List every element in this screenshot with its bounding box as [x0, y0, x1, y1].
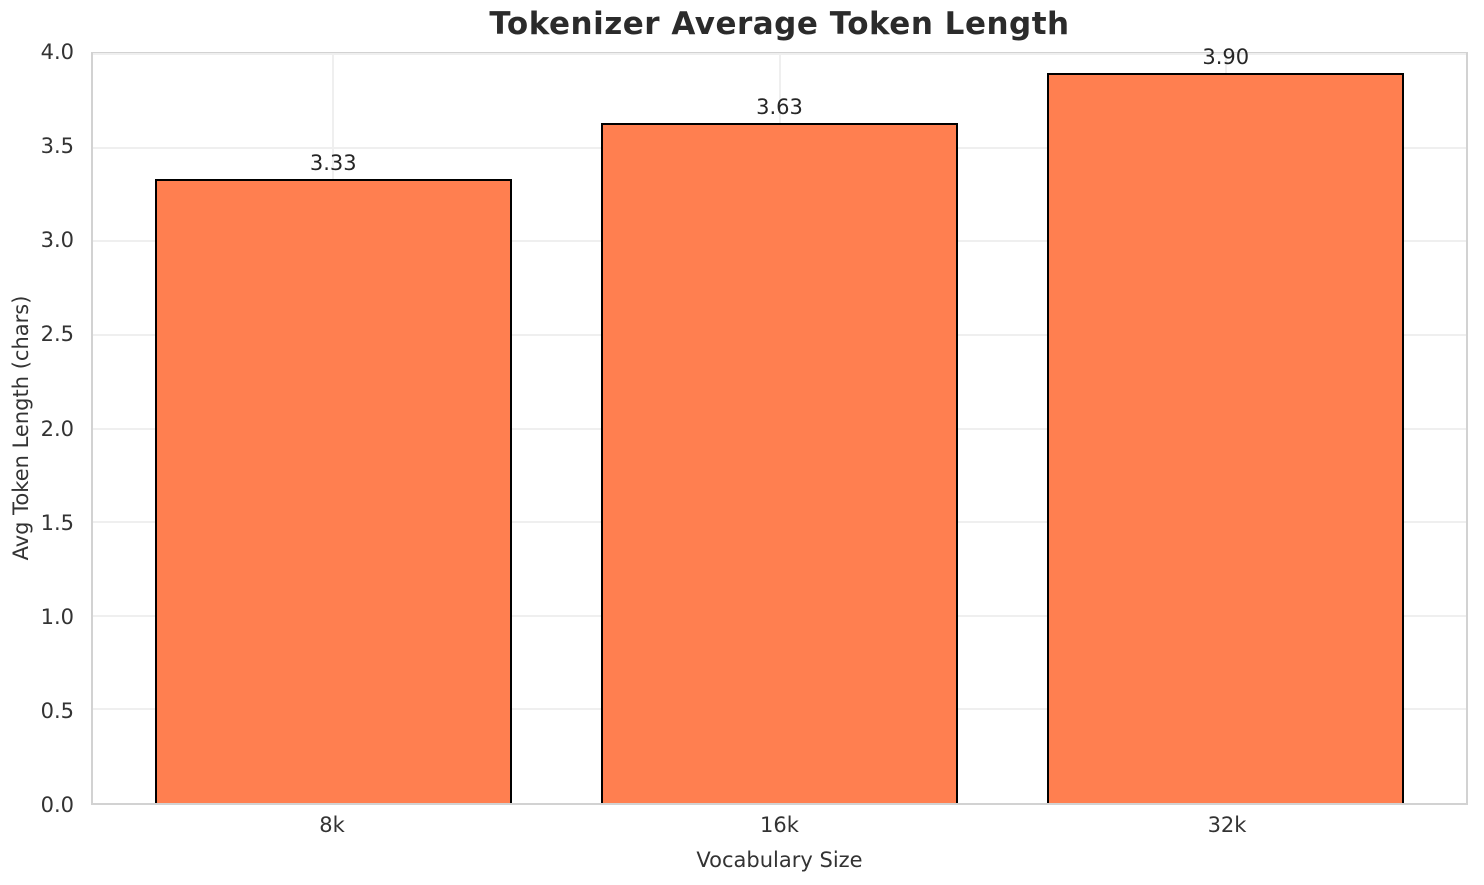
y-tick-label: 1.0 [40, 604, 74, 629]
bar-16k [601, 123, 958, 803]
y-tick-label: 4.0 [40, 40, 74, 64]
x-tick-label: 32k [1207, 813, 1247, 837]
x-axis-label: Vocabulary Size [696, 848, 863, 872]
x-tick-label: 8k [319, 813, 345, 837]
bar-value-label: 3.33 [309, 151, 357, 176]
y-tick-label: 3.5 [40, 134, 74, 159]
y-tick-label: 1.5 [40, 510, 74, 535]
bar-8k [154, 179, 512, 803]
bar-value-label: 3.90 [1202, 44, 1250, 69]
y-tick-label: 0.0 [40, 793, 74, 817]
x-axis-ticks: 8k 16k 32k [91, 813, 1468, 841]
y-tick-label: 2.0 [40, 416, 74, 441]
plot-area: 3.33 3.63 3.90 [91, 45, 1468, 805]
y-tick-label: 2.5 [40, 322, 74, 347]
y-axis-ticks: 0.0 0.5 1.0 1.5 2.0 2.5 3.0 3.5 4.0 [0, 40, 82, 817]
bar-value-label: 3.63 [756, 95, 803, 120]
y-tick-label: 3.0 [40, 228, 74, 253]
y-tick-label: 0.5 [40, 698, 74, 723]
x-tick-label: 16k [760, 813, 799, 837]
chart-title: Tokenizer Average Token Length [489, 6, 1070, 42]
bar-32k [1047, 72, 1405, 803]
